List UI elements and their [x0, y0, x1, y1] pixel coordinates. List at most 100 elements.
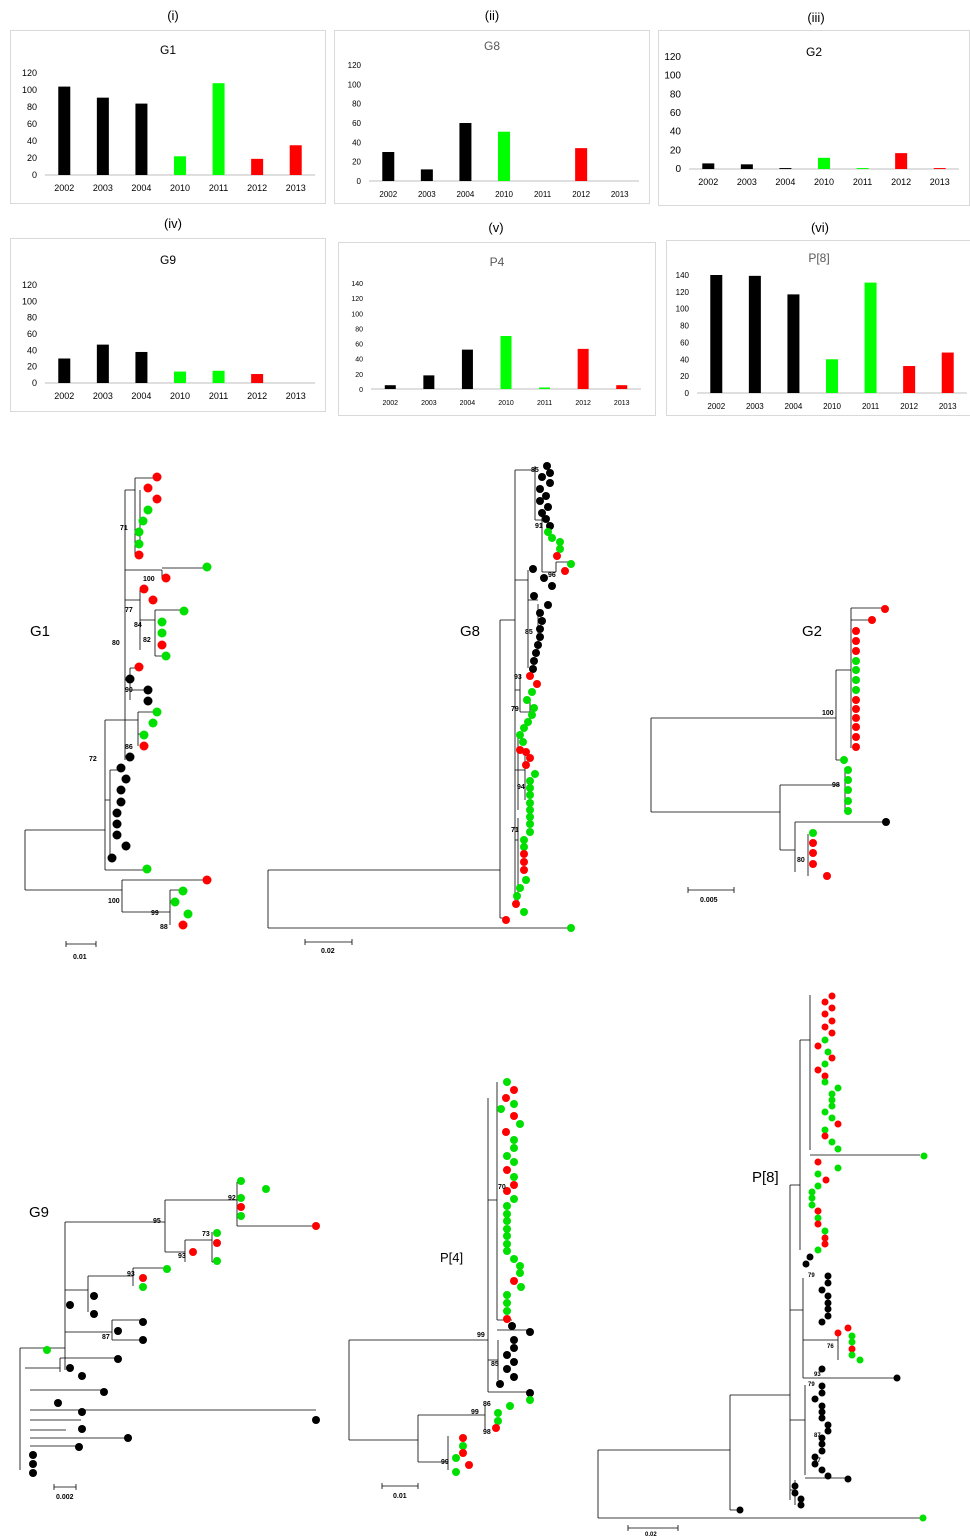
leaf: [526, 1396, 534, 1404]
leaf: [882, 818, 890, 826]
bar-2003: [96, 344, 109, 383]
leaf: [526, 1328, 534, 1336]
leaf: [143, 696, 153, 706]
leaf: [818, 1414, 826, 1422]
y-tick-label: 40: [355, 357, 363, 364]
leaf: [510, 1373, 518, 1381]
x-tick-label: 2012: [247, 183, 267, 193]
y-tick-label: 140: [351, 281, 363, 288]
leaf: [517, 1283, 525, 1291]
y-tick-label: 60: [27, 119, 37, 129]
leaf: [544, 503, 552, 511]
leaf: [536, 633, 544, 641]
bar-2004: [461, 349, 473, 389]
leaf: [202, 875, 212, 885]
leaf: [510, 1195, 518, 1203]
leaf: [852, 705, 860, 713]
leaf: [134, 550, 144, 560]
leaf: [494, 1409, 502, 1417]
leaf: [503, 1299, 511, 1307]
bar-2013: [616, 385, 628, 389]
chart-plot-area: 0 20 40 60 80 100 120 140 2002 2003 2004 2010 2011 20…: [351, 281, 641, 407]
leaf: [90, 1310, 98, 1318]
bootstrap-label: 72: [89, 756, 97, 763]
y-tick-label: 0: [675, 164, 681, 175]
x-tick-label: 2002: [54, 183, 74, 193]
tree-label-g8: G8: [460, 623, 480, 640]
leaf: [542, 492, 550, 500]
scale-bar: [687, 887, 735, 893]
leaf: [494, 1417, 502, 1425]
x-tick-label: 2010: [170, 391, 190, 401]
leaf: [459, 1434, 467, 1442]
leaf: [121, 841, 131, 851]
leaf: [496, 1380, 504, 1388]
chart-title: G8: [483, 39, 500, 53]
chart-title: G1: [159, 43, 176, 57]
scale-label: 0.01: [393, 1493, 407, 1500]
scale-label: 0.01: [73, 954, 87, 961]
tree-g2-tips: [809, 605, 890, 880]
chart-title: P4: [489, 255, 505, 269]
x-tick-label: 2003: [93, 391, 113, 401]
leaf: [536, 497, 544, 505]
bar-2010: [174, 371, 186, 383]
leaf: [818, 1365, 826, 1373]
scale-bar: [53, 1484, 77, 1490]
leaf: [548, 582, 556, 590]
y-tick-label: 120: [664, 52, 681, 63]
y-tick-label: 20: [27, 362, 37, 372]
leaf: [520, 850, 528, 858]
leaf: [139, 730, 149, 740]
leaf: [821, 1060, 829, 1068]
leaf: [520, 858, 528, 866]
leaf: [821, 1108, 829, 1116]
leaf: [808, 1188, 816, 1196]
leaf: [844, 766, 852, 774]
leaf: [852, 676, 860, 684]
leaf: [516, 731, 524, 739]
bootstrap-label: 73: [202, 1231, 210, 1238]
leaf: [262, 1185, 270, 1193]
leaf: [503, 1291, 511, 1299]
y-tick-label: 120: [676, 288, 690, 297]
bootstrap-label: 82: [143, 637, 151, 644]
y-tick-label: 100: [22, 296, 37, 306]
leaf: [828, 1054, 836, 1062]
x-tick-label: 2004: [785, 402, 803, 411]
leaf: [526, 1389, 534, 1397]
leaf: [112, 830, 122, 840]
leaf: [519, 738, 527, 746]
x-tick-label: 2004: [775, 177, 795, 187]
leaf: [139, 1336, 147, 1344]
bootstrap-label: 79: [808, 1273, 815, 1279]
leaf: [134, 662, 144, 672]
y-tick-label: 80: [27, 102, 37, 112]
panel-label-iv: (iv): [163, 216, 183, 231]
leaf: [530, 704, 538, 712]
leaf: [818, 1434, 826, 1442]
bootstrap-label: 95: [153, 1218, 161, 1225]
leaf: [814, 1042, 822, 1050]
leaf: [828, 1029, 836, 1037]
tree-g8-tips: [502, 462, 575, 932]
leaf: [152, 707, 162, 717]
scale-label: 0.005: [700, 897, 718, 904]
bootstrap-label: 85: [491, 1361, 499, 1368]
leaf: [852, 637, 860, 645]
leaf: [163, 1265, 171, 1273]
bar-2004: [459, 123, 472, 181]
y-tick-label: 100: [664, 71, 681, 82]
leaf: [143, 685, 153, 695]
leaf: [503, 1232, 511, 1240]
leaf: [526, 754, 534, 762]
leaf: [824, 1048, 832, 1056]
y-tick-label: 120: [351, 296, 363, 303]
leaf: [814, 1158, 822, 1166]
leaf: [556, 545, 564, 553]
x-tick-label: 2003: [93, 183, 113, 193]
leaf: [161, 651, 171, 661]
leaf: [522, 748, 530, 756]
bar-2003: [420, 169, 433, 181]
leaf: [100, 1388, 108, 1396]
